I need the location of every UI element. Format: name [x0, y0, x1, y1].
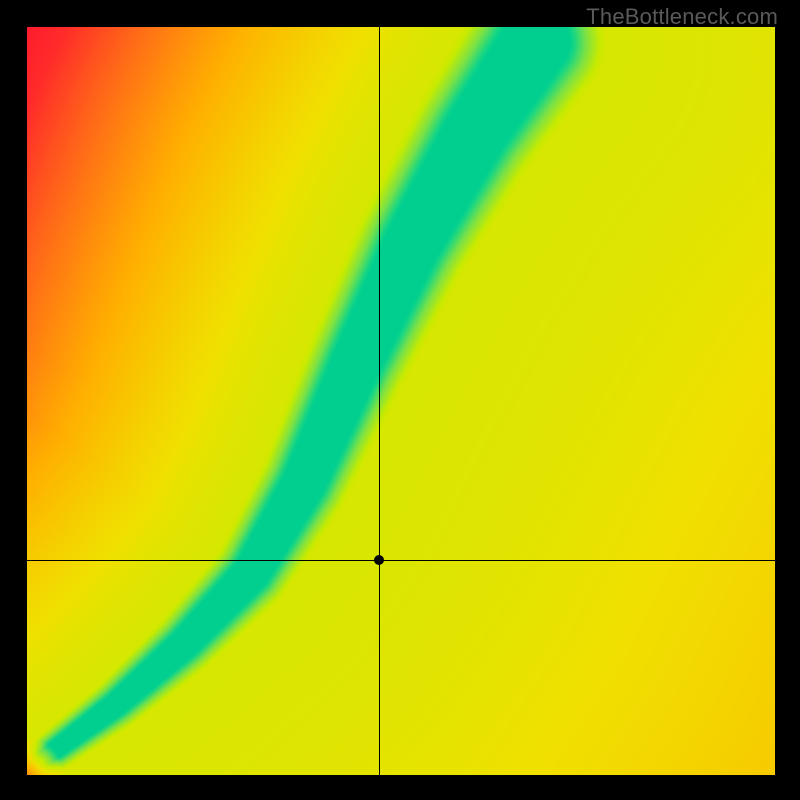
heatmap-canvas — [27, 27, 775, 775]
chart-container: TheBottleneck.com — [0, 0, 800, 800]
crosshair-horizontal — [27, 560, 775, 561]
plot-frame — [27, 27, 775, 775]
marker-dot — [374, 555, 384, 565]
crosshair-vertical — [379, 27, 380, 775]
watermark-text: TheBottleneck.com — [586, 4, 778, 30]
